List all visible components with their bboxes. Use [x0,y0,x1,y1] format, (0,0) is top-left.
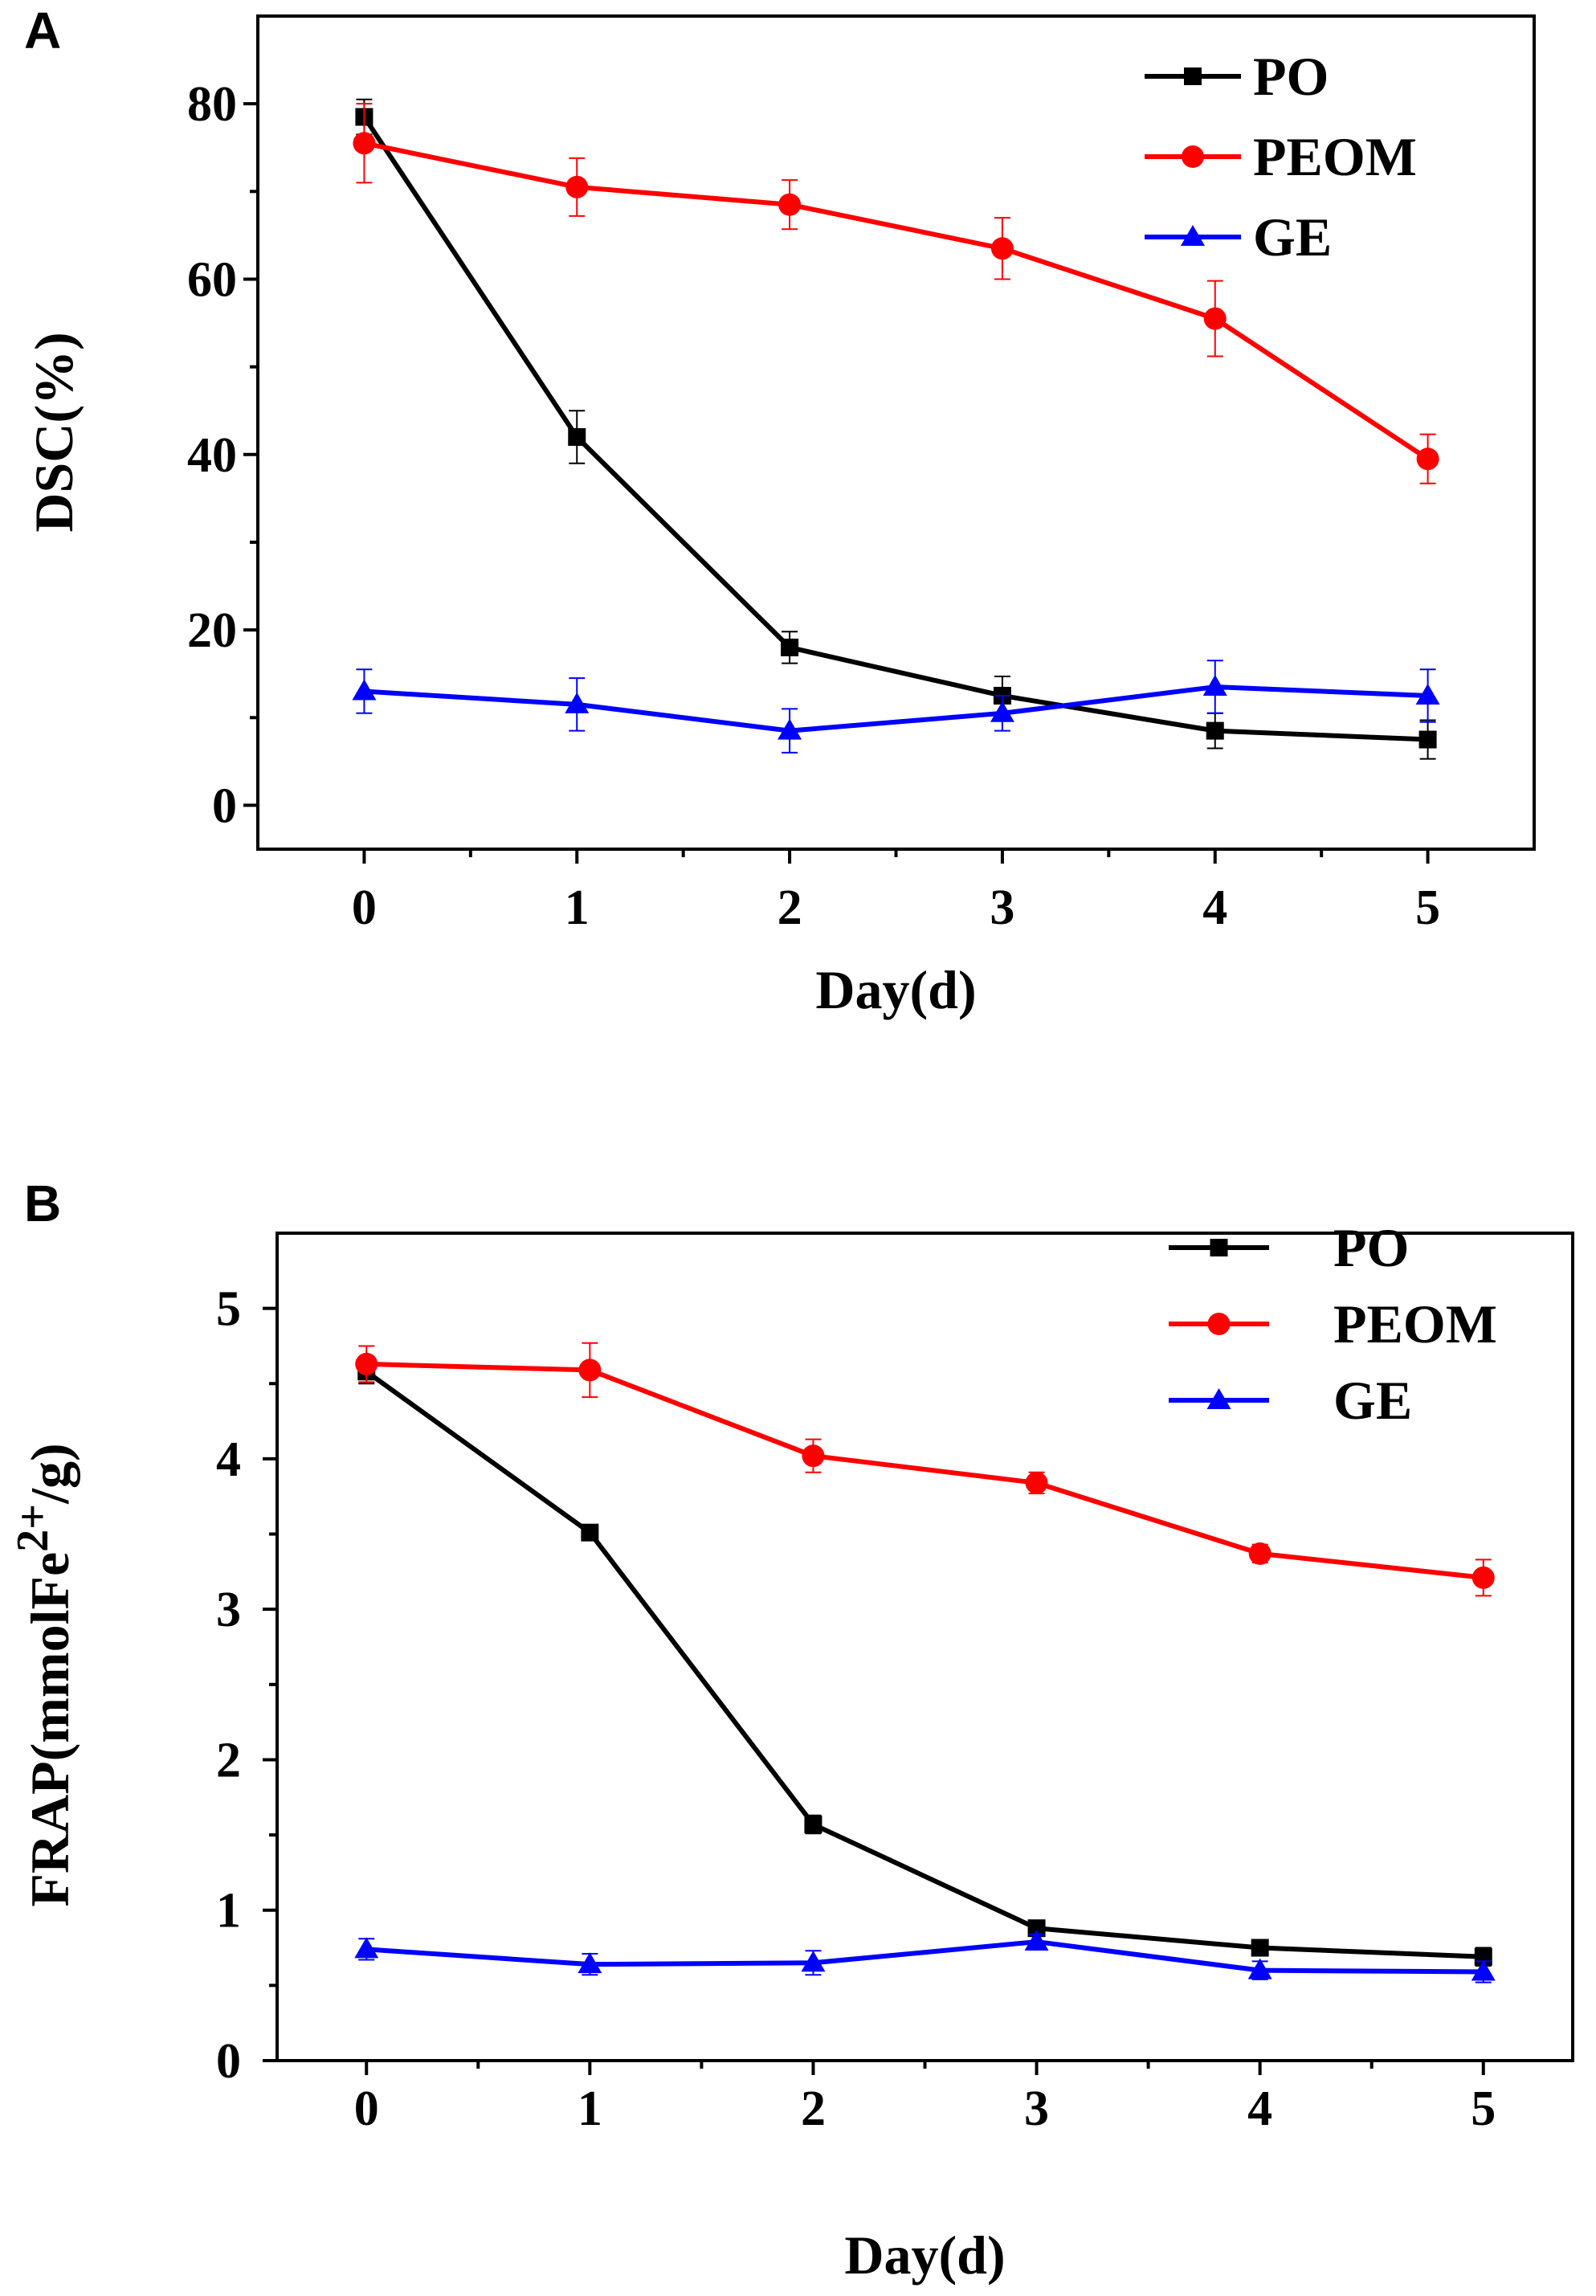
data-point-peom [578,1358,602,1382]
panel-letter: B [24,1175,61,1232]
legend-marker-po [1210,1239,1228,1256]
data-point-ge [352,679,377,701]
panel-a: A 0 1 2 3 4 5 0 20 40 60 80 Day(d) DSC(%) PO PEOM GE [23,2,1536,1020]
x-tick-label: 2 [801,2082,826,2136]
data-point-peom [990,237,1014,260]
data-point-peom [1025,1471,1048,1494]
data-point-po [568,427,586,446]
x-tick-label: 5 [1471,2082,1496,2136]
data-point-po [1027,1919,1046,1938]
data-point-peom [1416,447,1439,471]
x-tick-label: 4 [1247,2082,1272,2136]
legend-marker-ge [1206,1388,1231,1409]
data-point-po [1206,721,1224,740]
legend-label-po: PO [1333,1217,1409,1278]
y-axis-title: FRAP(mmolFe2+/g) [8,1443,80,1906]
legend-marker-ge [1181,225,1205,246]
y-tick-label: 0 [216,2034,241,2089]
legend-label-ge: GE [1333,1370,1412,1431]
series-line-po [361,115,1428,742]
y-tick-label: 1 [216,1884,241,1939]
data-point-ge [801,1951,826,1972]
data-point-ge [1247,1958,1272,1979]
y-tick-label: 4 [216,1432,241,1487]
data-point-po [1418,730,1437,749]
data-point-ge [578,1952,602,1974]
x-tick-label: 0 [354,2082,379,2136]
y-axis-title: DSC(%) [23,332,84,532]
legend-marker-peom [1207,1313,1231,1335]
y-tick-label: 3 [216,1583,241,1637]
data-point-ge [354,1937,379,1959]
data-point-peom [353,132,376,155]
x-tick-label: 3 [1024,2082,1049,2136]
data-point-peom [1203,307,1227,330]
data-point-ge [778,718,802,740]
y-axis-title-main: FRAP(mmolFe [19,1552,80,1907]
legend-label-ge: GE [1253,206,1332,268]
x-tick-label: 4 [1202,880,1227,935]
legend-marker-po [1184,67,1202,85]
series-line-ge [364,684,1428,733]
legend-marker-peom [1182,145,1204,168]
x-tick-label: 1 [578,2082,602,2136]
legend-label-peom: PEOM [1253,126,1417,187]
y-tick-label: 2 [216,1733,241,1787]
legend-label-po: PO [1253,46,1329,107]
panel-b: B 0 1 2 3 4 5 0 1 2 3 4 5 Day(d) FRAP(mmolFe2+/g) PO PEO… [8,1175,1574,2286]
x-tick-label: 2 [778,880,802,935]
y-tick-label: 5 [216,1282,241,1337]
data-point-peom [565,175,589,198]
data-point-po [781,638,799,656]
y-tick-label: 40 [187,428,237,483]
data-point-peom [802,1444,825,1468]
plot-frame [276,1232,1574,2062]
data-point-peom [778,193,802,216]
legend-label-peom: PEOM [1333,1293,1497,1354]
data-point-po [581,1523,599,1542]
x-tick-label: 5 [1415,880,1440,935]
data-point-peom [355,1352,378,1375]
y-tick-label: 80 [187,77,237,132]
data-point-po [1251,1939,1269,1957]
data-point-ge [565,692,590,713]
data-point-ge [990,701,1014,722]
x-tick-label: 1 [565,880,590,935]
data-point-peom [1472,1566,1495,1589]
panel-letter: A [24,2,61,59]
x-tick-label: 0 [352,880,377,935]
y-tick-label: 0 [212,778,237,833]
series-line-peom [366,1361,1484,1580]
data-point-ge [1202,675,1227,697]
series-line-peom [363,141,1430,461]
y-tick-label: 60 [187,252,237,307]
x-axis-title: Day(d) [815,959,976,1020]
data-point-ge [1024,1930,1049,1951]
data-point-po [804,1815,822,1833]
y-axis-title-end: /g) [19,1443,80,1505]
y-axis-title-superscript: 2+ [8,1504,58,1552]
data-point-ge [1471,1959,1496,1981]
x-tick-label: 3 [990,880,1014,935]
data-point-ge [1415,683,1440,705]
y-tick-label: 20 [187,603,237,658]
series-line-ge [366,1939,1484,1975]
series-line-po [365,1369,1484,1959]
data-point-peom [1248,1542,1271,1565]
x-axis-title: Day(d) [844,2225,1005,2286]
